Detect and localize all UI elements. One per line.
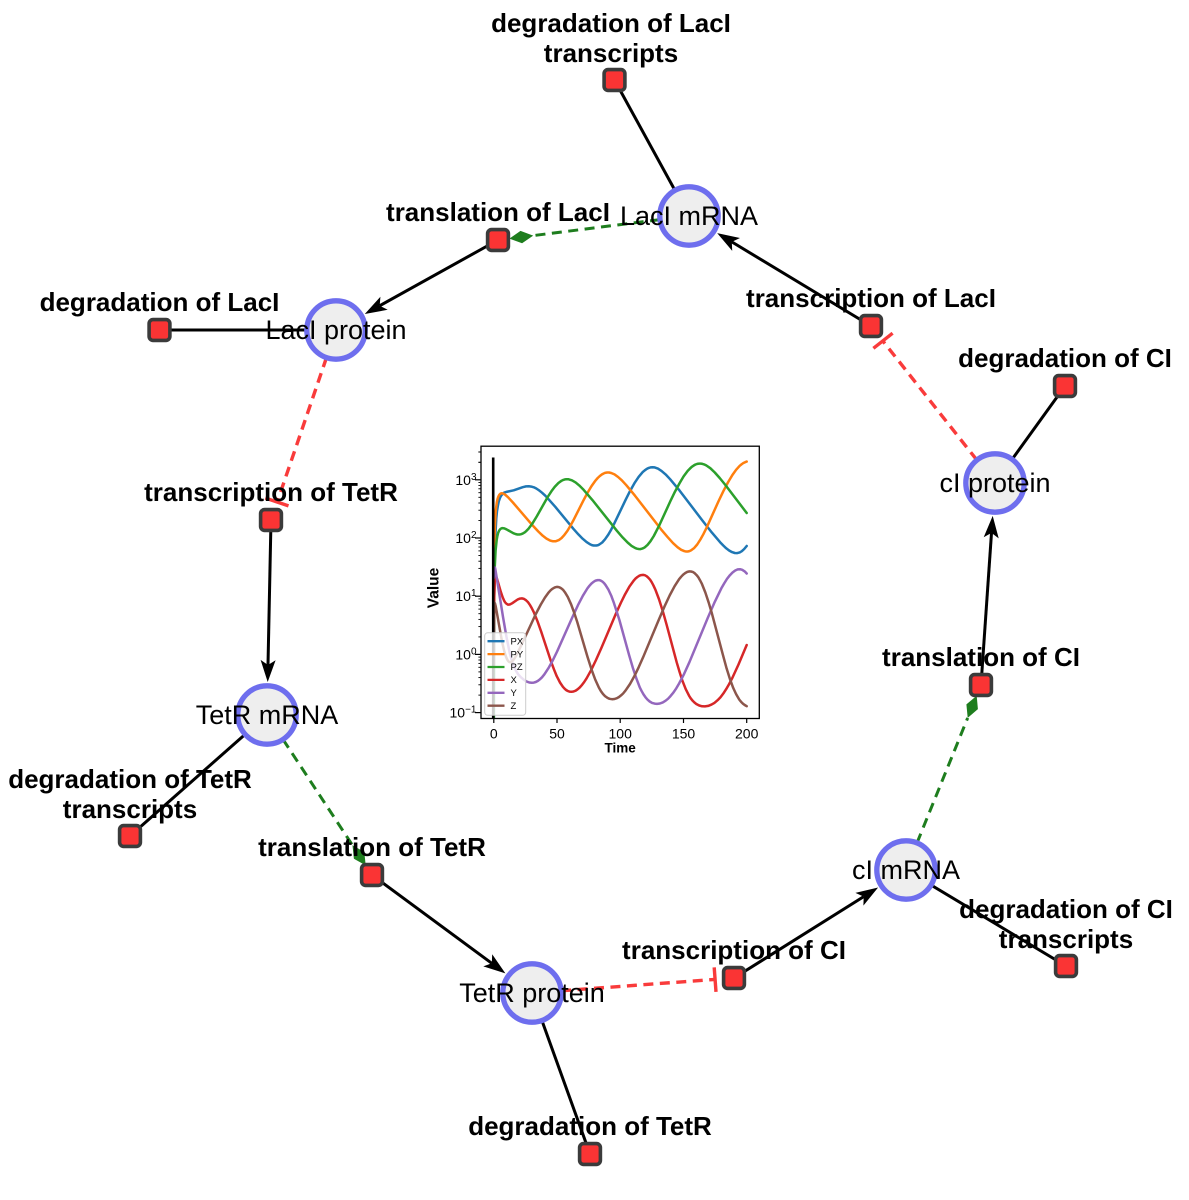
svg-text:LacI protein: LacI protein — [265, 315, 406, 345]
svg-text:Y: Y — [511, 688, 518, 699]
svg-text:Z: Z — [511, 701, 517, 712]
svg-text:translation of CI: translation of CI — [882, 642, 1080, 672]
svg-text:degradation of TetR: degradation of TetR — [468, 1111, 712, 1141]
svg-text:PY: PY — [511, 649, 524, 660]
svg-text:LacI mRNA: LacI mRNA — [620, 201, 758, 231]
svg-text:degradation of TetR: degradation of TetR — [8, 764, 252, 794]
svg-text:transcription of TetR: transcription of TetR — [144, 477, 398, 507]
svg-text:Time: Time — [604, 741, 636, 756]
svg-text:degradation of CI: degradation of CI — [959, 894, 1173, 924]
svg-text:transcripts: transcripts — [63, 794, 197, 824]
svg-text:PZ: PZ — [511, 662, 523, 673]
svg-text:200: 200 — [735, 726, 759, 742]
svg-text:translation of TetR: translation of TetR — [258, 832, 486, 862]
svg-text:PX: PX — [511, 636, 524, 647]
svg-text:degradation of LacI: degradation of LacI — [40, 287, 280, 317]
svg-text:0: 0 — [490, 726, 498, 742]
svg-text:degradation of CI: degradation of CI — [958, 343, 1172, 373]
svg-text:X: X — [511, 675, 518, 686]
svg-text:Value: Value — [426, 567, 443, 608]
svg-text:transcripts: transcripts — [544, 38, 678, 68]
svg-text:TetR protein: TetR protein — [459, 978, 605, 1008]
svg-text:transcription of CI: transcription of CI — [622, 935, 846, 965]
svg-text:50: 50 — [549, 726, 565, 742]
svg-text:cI protein: cI protein — [939, 468, 1050, 498]
svg-text:100: 100 — [609, 726, 633, 742]
svg-text:translation of LacI: translation of LacI — [386, 197, 610, 227]
svg-text:cI mRNA: cI mRNA — [852, 855, 960, 885]
svg-text:degradation of LacI: degradation of LacI — [491, 8, 731, 38]
svg-text:150: 150 — [672, 726, 696, 742]
svg-text:transcription of LacI: transcription of LacI — [746, 283, 996, 313]
svg-text:TetR mRNA: TetR mRNA — [196, 700, 339, 730]
svg-text:transcripts: transcripts — [999, 924, 1133, 954]
